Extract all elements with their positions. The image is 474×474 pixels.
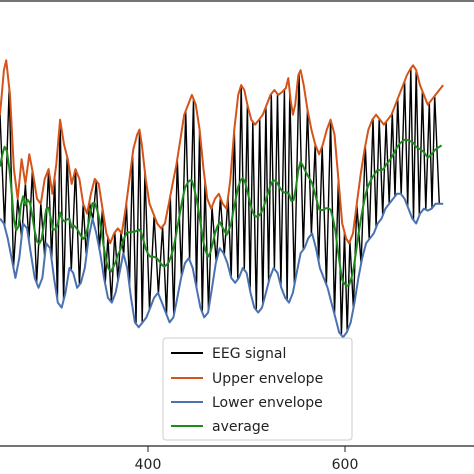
legend-label-eeg: EEG signal: [212, 346, 286, 362]
legend-label-average: average: [212, 419, 269, 435]
legend-box: [162, 337, 353, 441]
x-tick-label-600: 600: [332, 457, 359, 473]
legend-label-upper: Upper envelope: [212, 371, 323, 387]
average-line: [0, 138, 443, 287]
legend-label-lower: Lower envelope: [212, 395, 323, 411]
plot-area: [0, 59, 444, 339]
x-tick-label-400: 400: [135, 457, 162, 473]
eeg-signal-line: [0, 67, 440, 336]
lower-envelope-line: [0, 192, 444, 339]
legend: EEG signal Upper envelope Lower envelope…: [162, 337, 353, 441]
upper-envelope-line: [0, 59, 444, 245]
